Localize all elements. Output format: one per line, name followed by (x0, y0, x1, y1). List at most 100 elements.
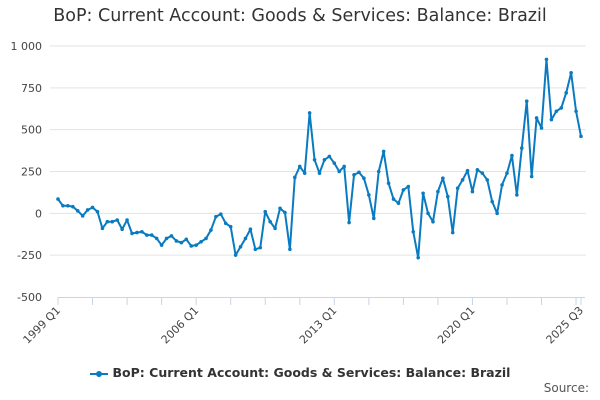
data-point[interactable] (322, 157, 327, 162)
data-point[interactable] (204, 236, 208, 241)
data-point[interactable] (184, 237, 189, 242)
data-point[interactable] (436, 189, 440, 194)
data-point[interactable] (579, 134, 583, 139)
data-point[interactable] (209, 228, 213, 232)
data-point[interactable] (431, 219, 435, 224)
data-point[interactable] (357, 170, 361, 175)
data-point[interactable] (342, 164, 346, 169)
data-point[interactable] (362, 176, 366, 180)
data-point[interactable] (396, 201, 401, 206)
data-point[interactable] (465, 168, 470, 173)
data-point[interactable] (253, 247, 258, 252)
data-point[interactable] (169, 234, 174, 238)
data-point[interactable] (524, 99, 529, 104)
data-point[interactable] (539, 126, 544, 130)
data-point[interactable] (426, 211, 430, 216)
legend[interactable]: BoP: Current Account: Goods & Services: … (0, 365, 600, 380)
data-point[interactable] (455, 186, 460, 191)
data-point[interactable] (80, 214, 85, 218)
data-point[interactable] (460, 178, 465, 182)
data-point[interactable] (273, 226, 277, 231)
data-point[interactable] (283, 210, 287, 215)
data-point[interactable] (480, 171, 485, 175)
data-point[interactable] (376, 169, 381, 174)
data-point[interactable] (135, 230, 139, 235)
data-point[interactable] (312, 157, 317, 162)
data-point[interactable] (56, 197, 60, 201)
data-point[interactable] (288, 247, 292, 252)
data-point[interactable] (317, 171, 322, 175)
data-point[interactable] (559, 106, 564, 110)
data-point[interactable] (534, 116, 539, 120)
data-point[interactable] (85, 208, 90, 212)
data-point[interactable] (66, 204, 70, 208)
data-point[interactable] (174, 239, 179, 243)
data-point[interactable] (228, 224, 233, 229)
data-point[interactable] (332, 161, 337, 165)
data-point[interactable] (61, 204, 65, 208)
data-point[interactable] (381, 149, 386, 154)
data-point[interactable] (490, 199, 494, 204)
data-point[interactable] (401, 188, 406, 192)
data-point[interactable] (500, 183, 504, 187)
data-point[interactable] (115, 218, 120, 222)
data-point[interactable] (421, 191, 425, 196)
data-point[interactable] (164, 236, 169, 241)
data-point[interactable] (391, 197, 396, 201)
data-point[interactable] (194, 243, 198, 247)
data-point[interactable] (505, 171, 509, 175)
data-point[interactable] (189, 244, 194, 248)
data-point[interactable] (470, 189, 475, 194)
data-point[interactable] (95, 209, 100, 214)
data-point[interactable] (258, 245, 263, 250)
data-point[interactable] (367, 193, 371, 197)
data-point[interactable] (90, 205, 95, 210)
data-point[interactable] (302, 171, 307, 175)
data-point[interactable] (293, 175, 297, 180)
data-point[interactable] (125, 218, 129, 222)
data-point[interactable] (100, 226, 105, 231)
data-point[interactable] (485, 178, 490, 182)
data-point[interactable] (495, 211, 499, 216)
data-point[interactable] (140, 229, 144, 234)
data-point[interactable] (278, 206, 282, 211)
data-point[interactable] (529, 174, 534, 179)
data-point[interactable] (569, 70, 573, 75)
data-point[interactable] (268, 219, 272, 224)
data-point[interactable] (75, 209, 80, 213)
data-point[interactable] (105, 219, 110, 224)
data-point[interactable] (243, 236, 248, 241)
data-point[interactable] (130, 231, 134, 236)
data-point[interactable] (544, 57, 549, 62)
data-point[interactable] (416, 255, 420, 260)
data-point[interactable] (564, 91, 568, 95)
data-point[interactable] (214, 214, 218, 219)
data-point[interactable] (223, 221, 228, 226)
data-point[interactable] (120, 227, 124, 232)
data-point[interactable] (159, 243, 164, 247)
data-point[interactable] (574, 109, 578, 114)
data-point[interactable] (145, 233, 149, 237)
data-point[interactable] (519, 146, 524, 150)
data-point[interactable] (179, 240, 184, 245)
data-point[interactable] (248, 227, 253, 232)
data-point[interactable] (510, 153, 514, 158)
data-point[interactable] (386, 181, 391, 186)
data-point[interactable] (154, 236, 159, 241)
data-point[interactable] (475, 168, 480, 172)
data-point[interactable] (263, 209, 268, 214)
data-point[interactable] (307, 111, 312, 115)
data-point[interactable] (515, 193, 519, 197)
data-point[interactable] (450, 230, 455, 235)
data-point[interactable] (110, 219, 115, 224)
data-point[interactable] (337, 169, 342, 174)
data-point[interactable] (441, 176, 445, 180)
data-point[interactable] (549, 117, 554, 122)
data-point[interactable] (445, 194, 450, 199)
data-point[interactable] (238, 245, 243, 249)
data-point[interactable] (219, 212, 223, 216)
data-point[interactable] (554, 109, 559, 114)
data-point[interactable] (199, 239, 203, 244)
data-point[interactable] (411, 229, 416, 234)
data-point[interactable] (71, 204, 75, 209)
